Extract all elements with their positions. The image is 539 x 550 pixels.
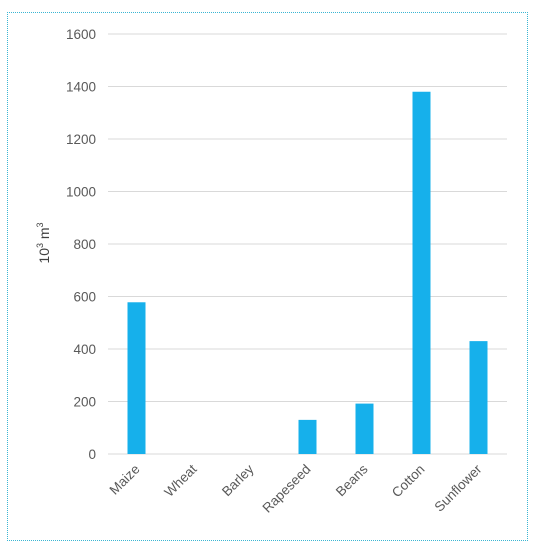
x-tick-label-sunflower: Sunflower [432, 461, 485, 514]
x-tick-label-maize: Maize [107, 462, 143, 498]
x-axis-tick-labels: Maize Wheat Barley Rapeseed Beans Cotton Sunfl… [107, 461, 485, 515]
y-tick-label: 0 [88, 447, 96, 462]
gridlines [108, 33, 507, 455]
bar-beans [355, 403, 374, 454]
y-axis-tick-labels: 0 200 400 600 800 1000 1200 1400 1600 [66, 27, 96, 462]
y-tick-label: 1000 [66, 185, 96, 200]
y-tick-label: 200 [73, 395, 96, 410]
y-axis-title: 103 m3 [35, 222, 52, 263]
y-tick-label: 600 [73, 290, 96, 305]
y-tick-label: 1200 [66, 132, 96, 147]
x-tick-label-barley: Barley [219, 461, 257, 499]
bar-maize [127, 302, 146, 454]
chart-frame [7, 12, 528, 541]
y-tick-label: 400 [73, 342, 96, 357]
bar-rapeseed [298, 419, 317, 454]
bars [127, 91, 488, 454]
bar-cotton [412, 91, 431, 454]
y-tick-label: 800 [73, 237, 96, 252]
x-tick-label-beans: Beans [333, 461, 371, 499]
x-tick-label-wheat: Wheat [161, 461, 199, 499]
x-tick-label-cotton: Cotton [389, 462, 428, 501]
y-tick-label: 1400 [66, 80, 96, 95]
y-tick-label: 1600 [66, 27, 96, 42]
bar-sunflower [469, 341, 488, 454]
x-tick-label-rapeseed: Rapeseed [259, 462, 313, 516]
